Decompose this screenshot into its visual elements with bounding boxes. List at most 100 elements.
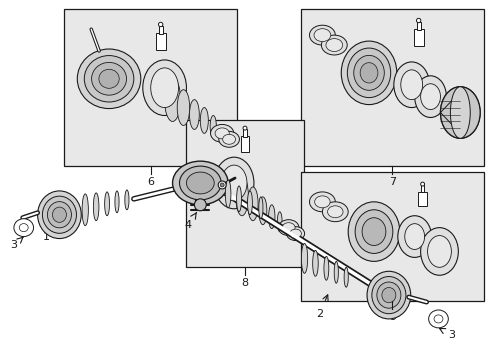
Text: 8: 8 — [241, 278, 248, 288]
Ellipse shape — [186, 172, 214, 194]
Ellipse shape — [354, 210, 392, 253]
Ellipse shape — [428, 310, 447, 328]
Ellipse shape — [225, 180, 230, 208]
Ellipse shape — [215, 128, 229, 139]
Ellipse shape — [313, 29, 330, 41]
Ellipse shape — [341, 41, 396, 105]
Bar — [417, 192, 426, 206]
Ellipse shape — [124, 190, 129, 210]
Ellipse shape — [371, 276, 405, 314]
Ellipse shape — [282, 223, 294, 233]
Ellipse shape — [449, 87, 469, 138]
Text: 2: 2 — [315, 309, 322, 319]
Text: 7: 7 — [388, 177, 395, 187]
Ellipse shape — [404, 224, 424, 249]
Bar — [64, 9, 237, 166]
Ellipse shape — [142, 60, 186, 116]
Ellipse shape — [268, 205, 274, 229]
Ellipse shape — [323, 256, 328, 280]
Ellipse shape — [346, 48, 390, 98]
Circle shape — [194, 199, 206, 211]
Bar — [155, 33, 165, 50]
Bar — [300, 9, 483, 166]
Ellipse shape — [99, 69, 119, 88]
Ellipse shape — [222, 134, 235, 144]
Ellipse shape — [420, 84, 440, 109]
Text: 3: 3 — [10, 240, 17, 251]
Ellipse shape — [82, 194, 88, 226]
Ellipse shape — [235, 176, 248, 216]
Ellipse shape — [14, 219, 34, 237]
Bar — [158, 26, 163, 34]
Ellipse shape — [77, 49, 141, 109]
Text: 9: 9 — [388, 312, 395, 322]
Ellipse shape — [19, 224, 28, 231]
Ellipse shape — [344, 267, 347, 287]
Text: 5: 5 — [234, 167, 241, 177]
Ellipse shape — [277, 212, 282, 231]
Circle shape — [416, 18, 420, 23]
Ellipse shape — [104, 192, 109, 216]
Ellipse shape — [42, 196, 76, 233]
Text: 3: 3 — [447, 330, 454, 340]
Ellipse shape — [289, 229, 301, 238]
Ellipse shape — [214, 157, 253, 209]
Ellipse shape — [93, 193, 99, 221]
Ellipse shape — [381, 288, 395, 303]
Ellipse shape — [177, 90, 189, 125]
Ellipse shape — [247, 187, 258, 221]
Ellipse shape — [376, 282, 400, 308]
Ellipse shape — [301, 243, 307, 273]
Ellipse shape — [309, 192, 335, 212]
Ellipse shape — [433, 315, 442, 323]
Ellipse shape — [115, 191, 119, 213]
Circle shape — [158, 22, 163, 27]
Bar — [416, 22, 420, 30]
Ellipse shape — [366, 271, 410, 319]
Ellipse shape — [414, 76, 446, 117]
Ellipse shape — [427, 235, 450, 267]
Bar — [413, 29, 423, 46]
Text: 1: 1 — [43, 231, 50, 242]
Bar — [240, 136, 249, 152]
Text: 6: 6 — [147, 177, 154, 187]
Ellipse shape — [333, 261, 338, 283]
Bar — [186, 121, 303, 267]
Ellipse shape — [258, 197, 266, 225]
Ellipse shape — [218, 131, 239, 147]
Ellipse shape — [397, 216, 431, 257]
Ellipse shape — [200, 108, 208, 133]
Ellipse shape — [314, 196, 329, 208]
Ellipse shape — [321, 35, 346, 55]
Ellipse shape — [221, 165, 246, 201]
Ellipse shape — [172, 161, 228, 205]
Ellipse shape — [84, 55, 134, 102]
Ellipse shape — [322, 202, 347, 222]
Ellipse shape — [210, 116, 216, 137]
Ellipse shape — [309, 25, 335, 45]
Ellipse shape — [440, 87, 479, 138]
Ellipse shape — [247, 191, 252, 215]
Ellipse shape — [325, 39, 342, 51]
Ellipse shape — [440, 87, 479, 138]
Ellipse shape — [353, 55, 384, 90]
Ellipse shape — [312, 251, 318, 276]
Ellipse shape — [347, 202, 399, 261]
Ellipse shape — [361, 218, 385, 246]
Ellipse shape — [278, 220, 298, 235]
Ellipse shape — [52, 207, 66, 222]
Bar — [420, 185, 424, 192]
Circle shape — [218, 181, 225, 189]
Ellipse shape — [359, 63, 377, 83]
Ellipse shape — [420, 228, 457, 275]
Ellipse shape — [38, 191, 81, 239]
Ellipse shape — [47, 202, 71, 228]
Ellipse shape — [150, 68, 178, 108]
Ellipse shape — [258, 197, 263, 219]
Ellipse shape — [91, 62, 126, 95]
Bar — [300, 172, 483, 301]
Ellipse shape — [164, 78, 180, 121]
Circle shape — [243, 126, 246, 130]
Ellipse shape — [179, 166, 221, 200]
Text: 4: 4 — [184, 220, 192, 230]
